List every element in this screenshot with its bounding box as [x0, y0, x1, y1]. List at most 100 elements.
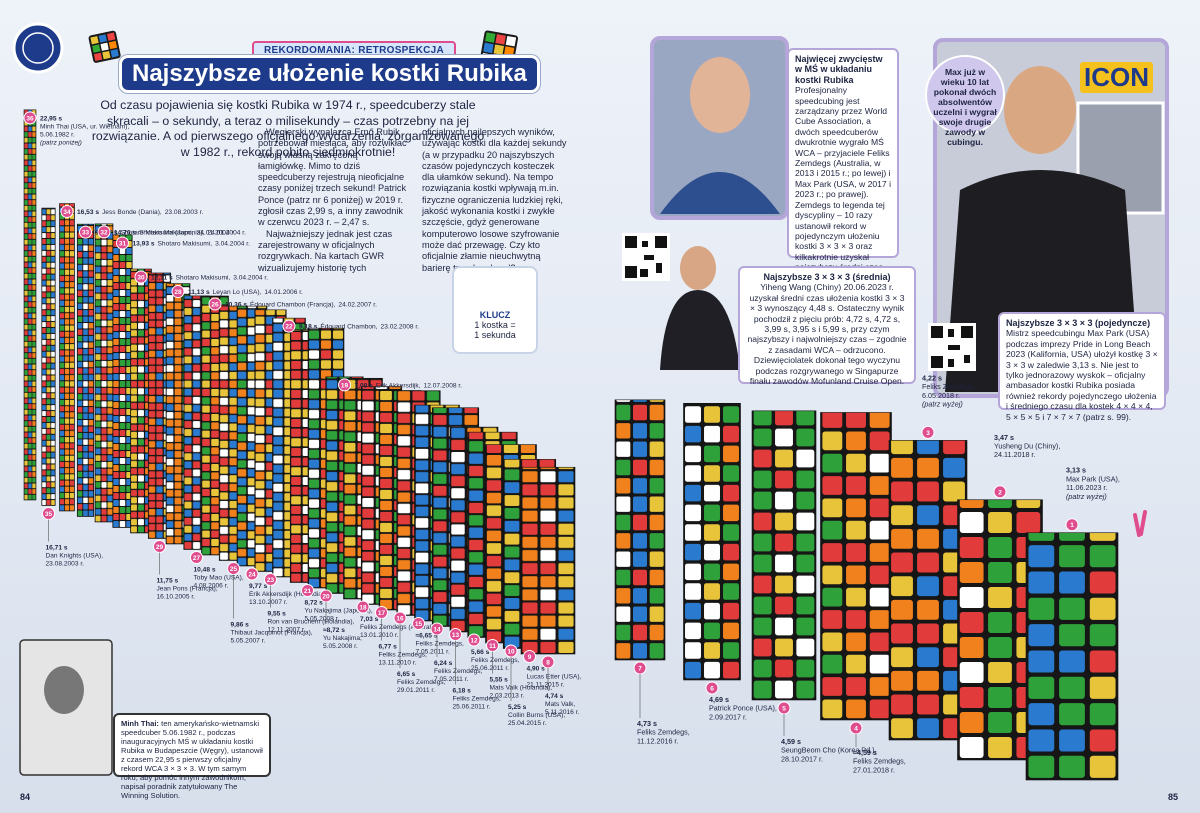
record-time: 4,22 s [922, 373, 942, 382]
record-date: 5.11.2016 r. [545, 709, 580, 716]
rank-number: 2 [998, 489, 1002, 496]
record-time: 11,13 s [188, 289, 210, 296]
rank-badge [171, 285, 185, 299]
record-holder: SeungBeom Cho (Korea Pd.), [781, 746, 877, 755]
photo-face [44, 666, 84, 714]
record-label: 4,59 s SeungBeom Cho (Korea Pd.), 28.10.20… [781, 737, 877, 763]
record-label: ≈8,72 s Yu Nakajima, 5.05.2008 r. [323, 627, 362, 650]
record-column [520, 466, 576, 655]
rank-number: 33 [82, 230, 90, 237]
record-column [1025, 532, 1119, 781]
rank-number: 29 [156, 544, 164, 551]
photo-body [660, 172, 780, 214]
record-holder: Feliks Zemdegs, [637, 728, 690, 737]
record-label: 5,25 s Collin Burns (USA), 25.04.2015 r. [508, 704, 565, 727]
minh-thai-box: Minh Thai: ten amerykańsko-wietnamski sp… [113, 713, 271, 800]
record-date: 14.01.2006 r. [264, 289, 303, 296]
record-label: 9,77 s Erik Akkersdijk (Holandia), 13.10.2… [249, 583, 326, 606]
record-date: 5.05.2008 r. [323, 643, 358, 650]
rank-number: 14 [433, 627, 441, 634]
record-date: 5.05.2007 r. [231, 638, 266, 645]
record-holder: Feliks Zemdegs, [453, 696, 502, 703]
record-time: 7,03 s [360, 616, 379, 623]
record-label: 6,18 s Feliks Zemdegs, 25.06.2011 r. [453, 688, 502, 711]
rank-number: 34 [63, 209, 71, 216]
record-time: 16,53 s [77, 209, 99, 216]
record-holder: Ron van Bruchem (Holandia), [268, 619, 355, 626]
page-title: Najszybsze ułożenie kostki Rubika [122, 58, 537, 90]
record-time: 7,08 s [355, 382, 374, 389]
record-column [59, 203, 75, 512]
record-label: 14,76 s Shotaro Makisumi, 24.01.2004 r. [114, 229, 235, 236]
rank-number: 11 [489, 643, 496, 650]
record-date: 13.11.2010 r. [379, 660, 417, 667]
record-label: ≈4,59 s Feliks Zemdegs, 27.01.2018 r. [853, 748, 906, 774]
rank-badge [356, 600, 370, 614]
record-date: 2.03.2013 r. [490, 693, 525, 700]
rank-number: 6 [710, 686, 714, 693]
record-time: 9,55 s [268, 611, 287, 618]
record-date: 28.10.2017 r. [781, 754, 823, 763]
record-holder: Erik Akkersdijk, [376, 382, 421, 389]
record-note: (patrz wyżej) [1066, 492, 1107, 501]
record-date: 7.05.2011 r. [416, 649, 451, 656]
page-number: 85 [1168, 792, 1179, 802]
record-holder: Feliks Zemdegs, [434, 668, 483, 675]
record-column [751, 410, 817, 701]
box-title: Najszybsze 3 × 3 × 3 (średnia) [763, 272, 891, 282]
rank-badge [97, 225, 111, 239]
record-date: 24.11.2018 r. [994, 450, 1035, 459]
record-date: 3.04.2004 r. [215, 240, 250, 247]
record-label: 4,73 s Feliks Zemdegs, 11.12.2016 r. [637, 719, 690, 745]
rank-badge [523, 650, 536, 663]
rank-number: 1 [1070, 522, 1074, 529]
record-label: 4,69 s Patrick Ponce (USA), 2.09.2017 r. [709, 695, 777, 721]
record-holder: Shotaro Makisumi, [176, 275, 231, 282]
record-time: 16,71 s [46, 545, 68, 552]
rank-number: 31 [119, 240, 127, 247]
rank-number: 25 [230, 566, 238, 573]
record-date: 11.12.2016 r. [637, 736, 678, 745]
gwr-logo [12, 22, 64, 74]
record-holder: Feliks Zemdegs, [471, 657, 520, 664]
record-label: 3,13 s Max Park (USA), 11.06.2023 r. (patrz… [1066, 466, 1120, 501]
rank-badge [705, 681, 719, 695]
box-text: Mistrz speedcubingu Max Park (USA) podcz… [1006, 328, 1158, 422]
record-time: 12,11 s [151, 275, 173, 282]
box-lead: Minh Thai: [121, 719, 159, 728]
record-label: 5,66 s Feliks Zemdegs, 25.06.2011 r. [471, 649, 520, 672]
record-date: 25.06.2011 r. [471, 665, 509, 672]
record-holder: Erik Akkersdijk (Holandia), [249, 591, 326, 598]
photo-face [690, 57, 750, 133]
record-label: 3,47 s Yusheng Du (Chiny), 24.11.2018 r. [994, 433, 1060, 459]
record-label: 9,86 s Thibaut Jacquinot (Francja), 5.05.2… [231, 622, 313, 645]
key-line: 1 sekunda [474, 330, 516, 340]
record-label: 10,36 s Édouard Chambon (Francja), 24.02.2… [225, 300, 377, 309]
record-label: 9,18 s Édouard Chambon, 23.02.2008 r. [299, 322, 419, 331]
rank-badge [23, 111, 37, 125]
record-time: 8,72 s [305, 600, 324, 607]
record-time: 5,55 s [490, 677, 509, 684]
record-time: ≈6,65 s [416, 633, 438, 640]
rank-number: 18 [359, 605, 367, 612]
qr-code [622, 233, 670, 281]
page-number: 84 [20, 792, 31, 802]
rank-number: 21 [304, 588, 312, 595]
record-holder: Lucas Etter (USA), [527, 674, 582, 681]
box-title: Najszybsze 3 × 3 × 3 (pojedyncze) [1006, 318, 1151, 328]
record-note: (patrz wyżej) [922, 399, 963, 408]
record-time: 9,86 s [231, 622, 250, 629]
body-column: oficjalnych najlepszych wyników, używają… [422, 127, 567, 274]
rank-badge [993, 485, 1007, 499]
rank-number: 16 [396, 616, 404, 623]
rank-badge [1065, 518, 1079, 532]
rank-badge [301, 584, 314, 597]
rank-badge [467, 633, 481, 647]
rank-number: 4 [854, 726, 858, 733]
key-line: 1 kostka = [474, 320, 516, 330]
intro: Od czasu pojawienia się kostki Rubika w … [91, 98, 485, 159]
record-column [614, 399, 666, 661]
record-date: 27.01.2018 r. [853, 765, 895, 774]
record-column [888, 440, 968, 741]
